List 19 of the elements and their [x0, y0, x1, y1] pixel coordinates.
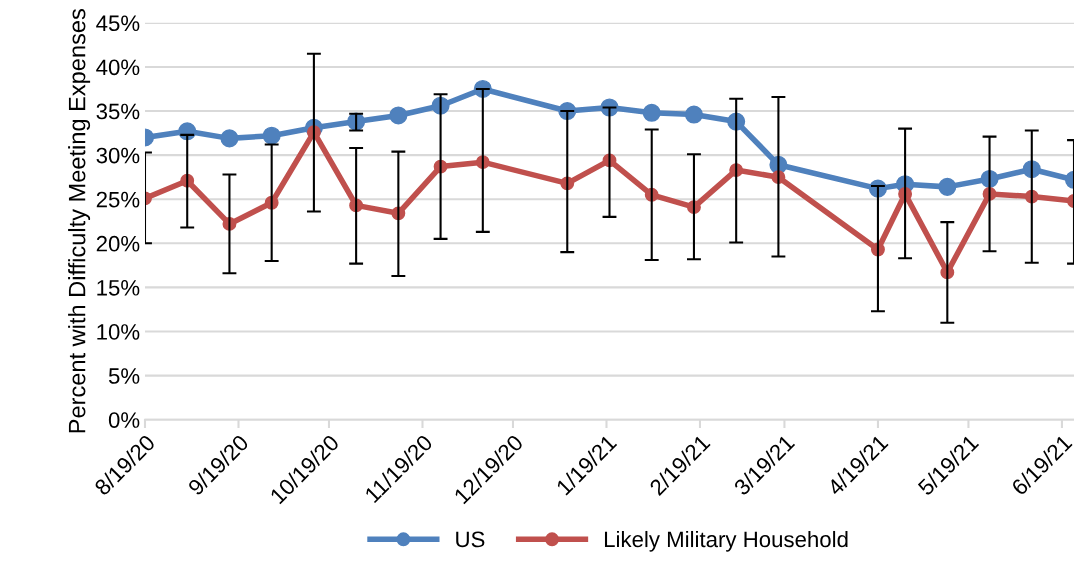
y-tick-label: 25%	[96, 191, 140, 208]
point	[642, 103, 661, 122]
legend-label: US	[456, 531, 485, 548]
y-tick-label: 40%	[96, 59, 140, 76]
y-tick-label: 5%	[108, 368, 140, 384]
point	[684, 105, 703, 124]
y-axis-title: Percent with Difficulty Meeting Expenses	[68, 9, 91, 433]
y-tick-label: 45%	[96, 15, 140, 32]
point	[220, 129, 239, 148]
y-tick-label: 30%	[96, 147, 140, 164]
y-tick-label: 35%	[96, 103, 140, 120]
point	[938, 177, 957, 196]
y-tick-label: 15%	[97, 280, 140, 296]
y-tick-label: 0%	[108, 412, 140, 428]
point	[262, 126, 281, 145]
y-tick-label: 20%	[96, 235, 140, 252]
y-tick-label: 10%	[97, 324, 140, 340]
point	[389, 106, 408, 125]
legend-label: Likely Military Household	[604, 530, 848, 552]
